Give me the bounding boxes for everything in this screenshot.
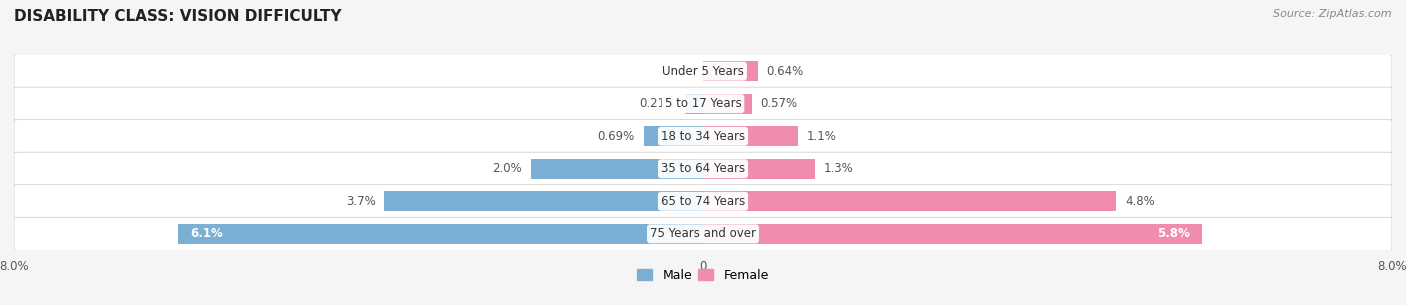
FancyBboxPatch shape — [14, 55, 1392, 88]
Bar — [384, 191, 703, 211]
Text: Under 5 Years: Under 5 Years — [662, 65, 744, 78]
Text: 4.8%: 4.8% — [1125, 195, 1154, 208]
Bar — [703, 224, 1202, 244]
Text: 65 to 74 Years: 65 to 74 Years — [661, 195, 745, 208]
Text: 75 Years and over: 75 Years and over — [650, 227, 756, 240]
Text: Source: ZipAtlas.com: Source: ZipAtlas.com — [1274, 9, 1392, 19]
FancyBboxPatch shape — [14, 185, 1392, 218]
Bar — [685, 94, 703, 114]
Text: 0.21%: 0.21% — [640, 97, 676, 110]
Text: 0.57%: 0.57% — [761, 97, 797, 110]
Bar — [703, 94, 752, 114]
Text: 35 to 64 Years: 35 to 64 Years — [661, 162, 745, 175]
Bar — [703, 159, 815, 179]
Bar — [703, 61, 758, 81]
Bar — [177, 224, 703, 244]
Bar — [703, 126, 797, 146]
FancyBboxPatch shape — [14, 217, 1392, 250]
Text: 0.69%: 0.69% — [598, 130, 636, 143]
Bar — [703, 191, 1116, 211]
Text: 6.1%: 6.1% — [191, 227, 224, 240]
Text: 0.64%: 0.64% — [766, 65, 804, 78]
Text: 2.0%: 2.0% — [492, 162, 522, 175]
Text: 1.3%: 1.3% — [824, 162, 853, 175]
Text: 3.7%: 3.7% — [346, 195, 375, 208]
Text: 5.8%: 5.8% — [1157, 227, 1189, 240]
Text: 0.0%: 0.0% — [665, 65, 695, 78]
Text: 1.1%: 1.1% — [807, 130, 837, 143]
Bar — [531, 159, 703, 179]
Legend: Male, Female: Male, Female — [633, 264, 773, 287]
Text: DISABILITY CLASS: VISION DIFFICULTY: DISABILITY CLASS: VISION DIFFICULTY — [14, 9, 342, 24]
Text: 5 to 17 Years: 5 to 17 Years — [665, 97, 741, 110]
Bar — [644, 126, 703, 146]
FancyBboxPatch shape — [14, 152, 1392, 185]
Text: 18 to 34 Years: 18 to 34 Years — [661, 130, 745, 143]
FancyBboxPatch shape — [14, 87, 1392, 120]
FancyBboxPatch shape — [14, 120, 1392, 153]
